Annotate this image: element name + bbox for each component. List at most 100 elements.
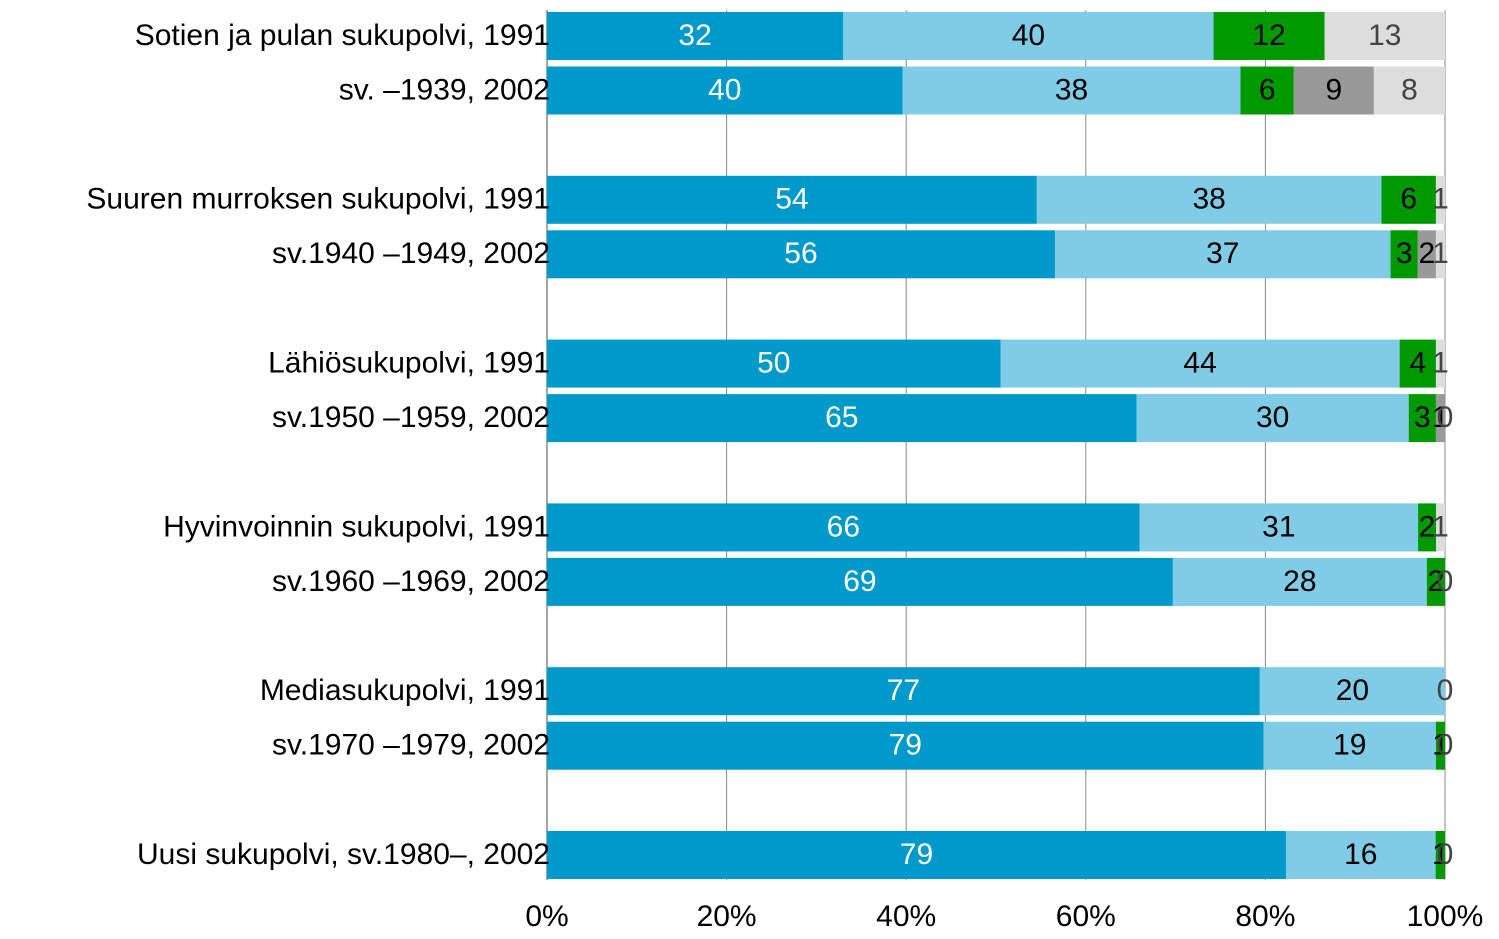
bar-segment — [1285, 831, 1436, 879]
value-label: 1 — [1432, 347, 1449, 380]
y-tick-label: sv.1970 –1979, 2002 — [272, 729, 550, 762]
value-label: 0 — [1437, 565, 1454, 598]
x-tick-label: 80% — [1235, 900, 1295, 933]
y-tick-label: Hyvinvoinnin sukupolvi, 1991 — [163, 510, 550, 543]
value-label: 2 — [1419, 237, 1436, 270]
bar-segment — [1435, 831, 1445, 879]
bar-segment — [547, 667, 1260, 716]
value-label: 20 — [1336, 674, 1369, 707]
bar-segment — [1436, 503, 1445, 552]
value-label: 1 — [1432, 729, 1449, 762]
bar-segment — [1435, 721, 1445, 770]
y-tick-label: sv.1940 –1949, 2002 — [272, 237, 550, 270]
value-label: 2 — [1419, 510, 1436, 543]
value-label: 6 — [1259, 73, 1276, 106]
value-label: 12 — [1252, 19, 1285, 52]
x-tick-label: 0% — [525, 900, 568, 933]
bar-segment — [1399, 339, 1436, 388]
x-tick-label: 100% — [1407, 900, 1484, 933]
value-label: 77 — [887, 674, 920, 707]
value-label: 50 — [757, 347, 790, 380]
y-tick-label: Suuren murroksen sukupolvi, 1991 — [86, 183, 550, 216]
bar-segment — [1136, 394, 1409, 443]
bar-segment — [547, 721, 1264, 770]
value-label: 1 — [1432, 237, 1449, 270]
x-tick-label: 60% — [1056, 900, 1116, 933]
bar-segment — [1418, 503, 1437, 552]
bar-segment — [1213, 12, 1325, 60]
value-label: 1 — [1432, 510, 1449, 543]
value-label: 1 — [1432, 183, 1449, 216]
bar-segment — [1408, 394, 1436, 443]
value-label: 16 — [1344, 838, 1377, 871]
bar-segment — [547, 394, 1137, 443]
value-label: 79 — [889, 729, 922, 762]
value-label: 6 — [1400, 183, 1417, 216]
value-label: 56 — [784, 237, 817, 270]
value-label: 65 — [825, 401, 858, 434]
value-label: 0 — [1437, 838, 1454, 871]
value-label: 79 — [900, 838, 933, 871]
bar-segment — [547, 503, 1140, 552]
value-label: 3 — [1396, 237, 1413, 270]
value-label: 38 — [1192, 183, 1225, 216]
bar-segment — [1240, 66, 1294, 115]
bar-segment — [1417, 230, 1436, 279]
y-tick-label: Lähiösukupolvi, 1991 — [268, 347, 550, 380]
bar-segment — [547, 831, 1286, 879]
value-label: 1 — [1432, 838, 1449, 871]
bar-segment — [1036, 175, 1382, 224]
bar-segment — [547, 557, 1173, 606]
bar-segment — [1293, 66, 1374, 115]
value-label: 54 — [775, 183, 808, 216]
value-label: 37 — [1206, 237, 1239, 270]
bar-segment — [1426, 557, 1445, 606]
y-tick-label: sv.1960 –1969, 2002 — [272, 565, 550, 598]
bar-segment — [547, 339, 1001, 388]
bar-segment — [547, 230, 1055, 279]
value-label: 30 — [1256, 401, 1289, 434]
bar-segment — [1390, 230, 1418, 279]
bar-segment — [547, 12, 844, 60]
bar-segment — [547, 66, 903, 115]
value-label: 3 — [1414, 401, 1431, 434]
value-label: 0 — [1437, 674, 1454, 707]
value-label: 8 — [1401, 73, 1418, 106]
value-label: 28 — [1283, 565, 1316, 598]
value-label: 19 — [1333, 729, 1366, 762]
bar-segment — [902, 66, 1241, 115]
value-label: 31 — [1262, 510, 1295, 543]
value-label: 32 — [678, 19, 711, 52]
bar-segment — [1435, 175, 1445, 224]
value-label: 44 — [1183, 347, 1216, 380]
value-label: 40 — [1012, 19, 1045, 52]
bar-segment — [1054, 230, 1391, 279]
bar-segment — [1381, 175, 1436, 224]
bar-segment — [1373, 66, 1445, 115]
value-label: 9 — [1326, 73, 1343, 106]
bar-segment — [1139, 503, 1419, 552]
value-label: 66 — [827, 510, 860, 543]
value-label: 40 — [708, 73, 741, 106]
bar-segment — [843, 12, 1214, 60]
y-tick-label: sv. –1939, 2002 — [339, 73, 550, 106]
value-label: 4 — [1409, 347, 1426, 380]
value-label: 13 — [1368, 19, 1401, 52]
value-label: 1 — [1432, 401, 1449, 434]
bar-segment — [547, 175, 1037, 224]
bar-segment — [1000, 339, 1400, 388]
y-tick-label: Sotien ja pulan sukupolvi, 1991 — [135, 19, 550, 52]
x-tick-label: 20% — [697, 900, 757, 933]
value-label: 0 — [1437, 401, 1454, 434]
bar-segment — [1263, 721, 1436, 770]
value-label: 38 — [1055, 73, 1088, 106]
value-label: 2 — [1428, 565, 1445, 598]
bar-segment — [1435, 339, 1445, 388]
bar-segment — [1435, 230, 1445, 279]
y-tick-label: Mediasukupolvi, 1991 — [260, 674, 550, 707]
value-label: 0 — [1437, 729, 1454, 762]
y-tick-label: Uusi sukupolvi, sv.1980–, 2002 — [137, 838, 550, 871]
y-tick-label: sv.1950 –1959, 2002 — [272, 401, 550, 434]
value-label: 69 — [843, 565, 876, 598]
